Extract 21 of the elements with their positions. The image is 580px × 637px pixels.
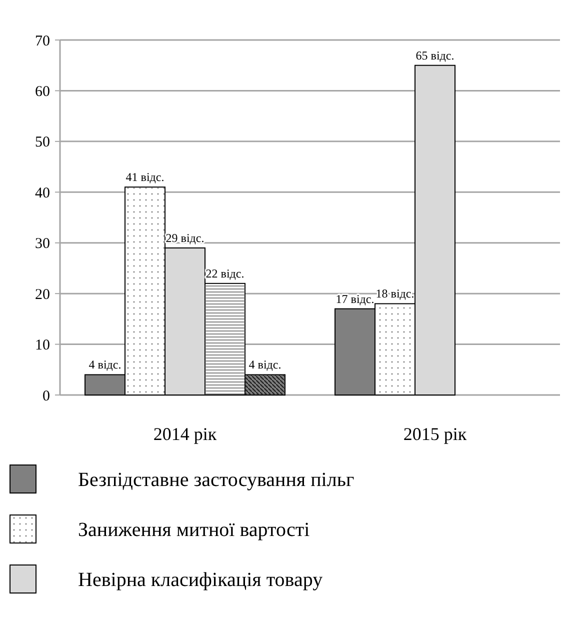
y-tick-label: 60 [35,84,50,100]
y-tick-label: 10 [35,338,50,354]
data-label: 22 відс. [206,266,244,280]
data-label: 65 відс. [416,48,454,62]
legend-label: Невірна класифікація товару [78,569,323,591]
data-label: 29 відс. [166,230,204,245]
y-tick-label: 20 [35,286,50,303]
y-tick-label: 70 [35,33,50,50]
data-label: 41 відс. [126,170,164,184]
y-tick-label: 40 [35,185,50,202]
legend-label: Безпідставне застосування пільг [78,469,354,491]
y-tick-label: 0 [42,388,50,404]
data-label: 18 відс. [376,286,414,301]
x-tick-label: 2014 рік [153,424,217,444]
x-tick-label: 2015 рік [403,424,467,444]
legend-label: Заниження митної вартості [78,519,310,541]
y-tick-label: 50 [35,134,50,151]
y-tick-label: 30 [35,236,50,252]
data-label: 4 відс. [88,358,122,372]
data-label: 4 відс. [248,358,282,372]
data-label: 17 відс. [336,292,374,306]
